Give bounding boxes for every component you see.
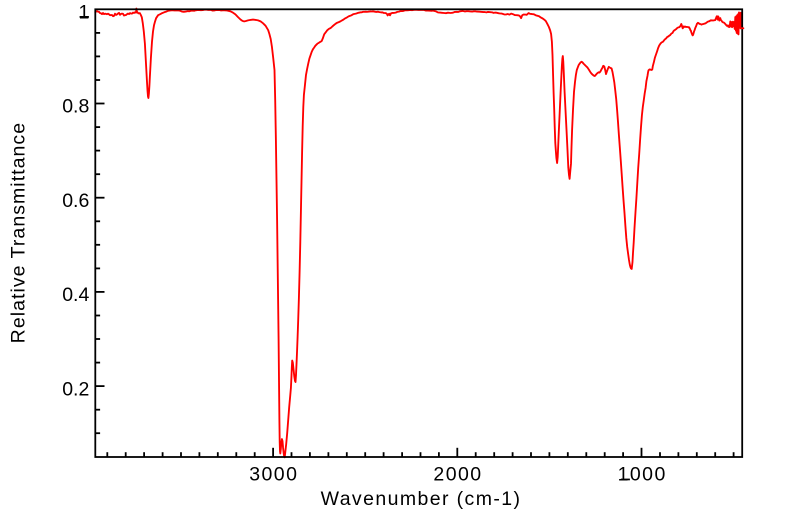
svg-text:0.6: 0.6 — [62, 190, 89, 212]
svg-text:1: 1 — [78, 2, 89, 24]
svg-text:0.8: 0.8 — [62, 96, 89, 118]
svg-text:0.2: 0.2 — [62, 378, 89, 400]
svg-text:2000: 2000 — [433, 464, 482, 486]
svg-text:3000: 3000 — [249, 464, 298, 486]
svg-text:1000: 1000 — [618, 464, 667, 486]
svg-text:Relative Transmittance: Relative Transmittance — [8, 122, 30, 343]
svg-text:Wavenumber (cm-1): Wavenumber (cm-1) — [321, 488, 522, 510]
svg-text:0.4: 0.4 — [62, 284, 89, 306]
